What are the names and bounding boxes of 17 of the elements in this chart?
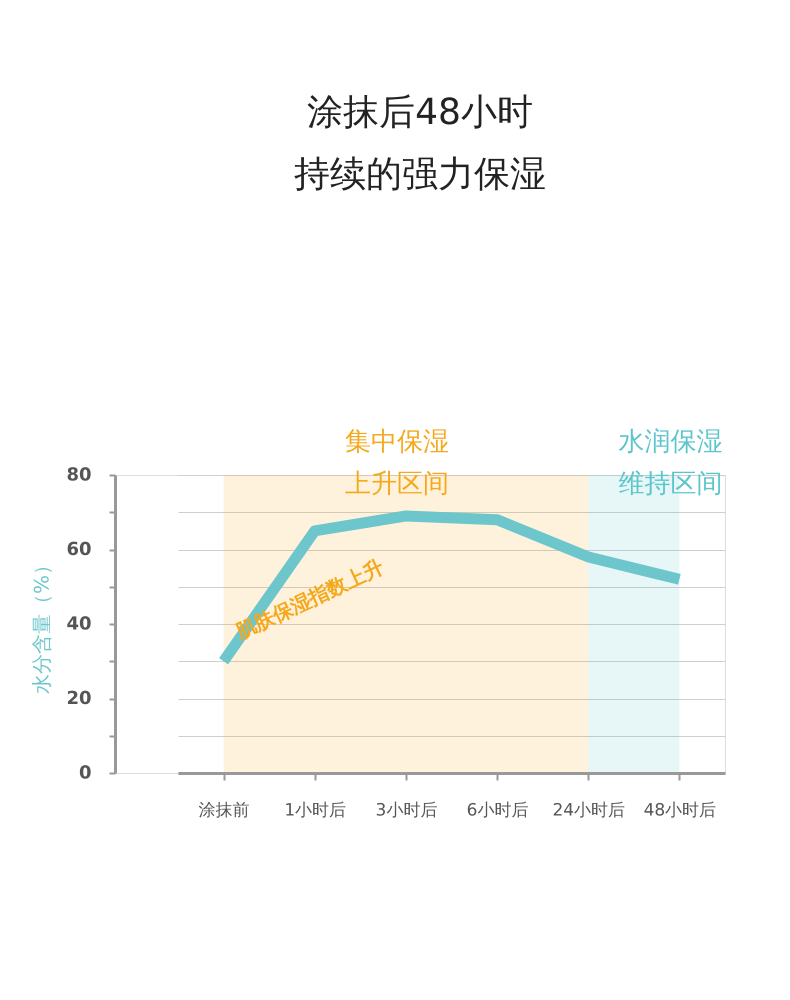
x-tick-label: 48小时后: [644, 800, 716, 820]
y-tick-label: 40: [66, 614, 92, 634]
text: 涂抹后48小时: [307, 92, 533, 133]
x-tick-label: 24小时后: [552, 800, 626, 820]
text: 持续的强力保湿: [294, 154, 546, 195]
y-tick-label: 20: [66, 688, 92, 709]
y-axis-title: 水分含量（%）: [29, 554, 54, 694]
x-tick-label: 3小时后: [376, 800, 438, 820]
annotation: 肌肤保湿指数上升: [231, 554, 388, 644]
y-tick-label: 60: [66, 539, 92, 560]
y-tick-label: 80: [66, 464, 92, 486]
band-label: 集中保湿上升区间: [344, 427, 449, 499]
y-tick-label: 0: [78, 762, 92, 784]
band-label: 水润保湿维持区间: [618, 427, 722, 499]
x-tick-label: 1小时后: [284, 800, 346, 820]
x-tick-label: 6小时后: [466, 800, 528, 820]
x-tick-label: 涂抹前: [198, 800, 250, 820]
